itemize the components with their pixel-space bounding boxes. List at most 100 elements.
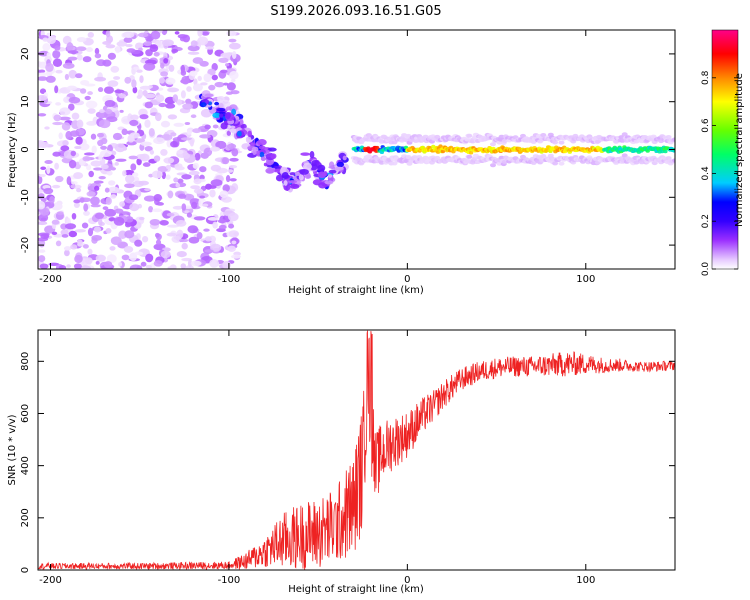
spectrogram-cell: [124, 169, 135, 176]
spectrogram-cell: [177, 34, 188, 39]
spectrogram-cell: [239, 118, 244, 125]
spectrogram-cell: [193, 188, 204, 194]
spectrogram-cell: [93, 167, 103, 171]
spectrogram-xtick-label: 100: [576, 274, 595, 285]
spectrogram-xtick-label: 0: [404, 274, 410, 285]
spectrogram-ytick-label: -20: [20, 237, 31, 253]
snr-series-line: [38, 330, 675, 570]
spectrogram-cell: [181, 242, 188, 250]
spectrogram-cell: [134, 251, 144, 256]
spectrogram-cell: [79, 197, 85, 203]
spectrogram-cell: [102, 41, 112, 45]
spectrogram-cell: [137, 32, 149, 38]
spectrogram-cell: [105, 30, 111, 38]
spectrogram-cell: [145, 49, 153, 57]
spectrogram-cell: [159, 220, 169, 226]
spectrogram-cell: [219, 113, 224, 118]
spectrogram-cell: [227, 245, 236, 252]
spectrogram-cell: [81, 222, 89, 229]
spectrogram-cell: [199, 174, 205, 181]
spectrogram-xtick-label: -100: [218, 274, 241, 285]
spectrogram-cell: [192, 57, 204, 64]
spectrogram-cell: [68, 96, 81, 104]
spectrogram-cell: [170, 132, 177, 137]
colorbar-ticks: 0.0 0.2 0.4 0.6 0.8: [701, 70, 738, 276]
spectrogram-cell: [39, 88, 47, 94]
spectrogram-cell: [71, 212, 77, 220]
spectrogram-cell: [87, 32, 95, 38]
spectrogram-cell: [166, 212, 175, 217]
spectrogram-cell: [289, 172, 296, 176]
spectrogram-cell: [177, 193, 187, 199]
spectrogram-cell: [422, 155, 429, 160]
colorbar-tick-label: 0.2: [701, 214, 711, 228]
spectrogram-cell: [218, 57, 229, 63]
spectrogram-cell: [220, 69, 228, 74]
spectrogram-cell: [123, 37, 133, 43]
spectrogram-cell: [55, 175, 64, 183]
spectrogram-cell: [174, 31, 180, 35]
spectrogram-cell: [228, 164, 238, 169]
spectrogram-cell: [193, 78, 198, 86]
spectrogram-cell: [76, 54, 83, 61]
spectrogram-cell: [45, 75, 56, 83]
spectrogram-cell: [633, 160, 640, 165]
snr-ytick-label: 200: [20, 508, 31, 527]
spectrogram-cell: [38, 140, 46, 148]
spectrogram-cell: [378, 139, 385, 144]
spectrogram-cell: [58, 264, 67, 269]
spectrogram-cell: [205, 46, 215, 50]
spectrogram-cell: [158, 102, 167, 108]
spectrogram-cell: [159, 77, 165, 84]
spectrogram-cell: [490, 163, 496, 168]
spectrogram-cell: [665, 135, 672, 139]
spectrogram-cell: [391, 140, 398, 145]
spectrogram-cell: [84, 95, 91, 101]
spectrogram-cell: [552, 140, 559, 145]
spectrogram-cell: [191, 201, 198, 209]
spectrogram-cell: [167, 266, 174, 269]
spectrogram-cell: [76, 119, 84, 129]
spectrogram-cell: [83, 210, 90, 216]
spectrogram-cell: [125, 43, 133, 48]
spectrogram-cell: [114, 143, 126, 153]
spectrogram-cell: [87, 248, 93, 255]
spectrogram-cell: [44, 159, 53, 165]
spectrogram-cell: [107, 80, 119, 87]
spectrogram-cell: [93, 226, 102, 233]
spectrogram-cell: [466, 154, 473, 159]
spectrogram-cell: [46, 35, 57, 45]
spectrogram-cell: [197, 30, 203, 37]
spectrogram-cell: [91, 234, 103, 241]
spectrogram-cell: [114, 162, 119, 166]
spectrogram-ytick-label: 0: [20, 146, 31, 152]
spectrogram-cell: [76, 187, 82, 193]
spectrogram-cell: [115, 158, 127, 162]
spectrogram-cell: [105, 44, 116, 49]
spectrogram-cell: [194, 152, 201, 161]
spectrogram-cell: [98, 176, 106, 180]
spectrogram-cell: [87, 108, 96, 114]
spectrogram-cell: [204, 236, 212, 242]
spectrogram-cell: [378, 160, 385, 165]
spectrogram-cell: [260, 156, 266, 162]
spectrogram-cell: [190, 114, 197, 119]
figure-title: S199.2026.093.16.51.G05: [270, 4, 441, 19]
spectrogram-cell: [134, 239, 143, 247]
spectrogram-cell: [160, 62, 165, 69]
snr-xlabel: Height of straight line (km): [288, 584, 424, 595]
spectrogram-cell: [105, 228, 112, 234]
spectrogram-cell: [167, 114, 178, 120]
spectrogram-cell: [51, 231, 58, 236]
spectrogram-cell: [52, 184, 61, 189]
spectrogram-cell: [173, 122, 185, 127]
spectrogram-cell: [155, 239, 162, 246]
spectrogram-cell: [88, 170, 94, 178]
spectrogram-cell: [187, 259, 193, 268]
spectrogram-cell: [318, 182, 328, 189]
spectrogram-cell: [75, 46, 87, 52]
spectrogram-cell: [54, 85, 59, 94]
spectrogram-cell: [212, 112, 221, 119]
spectrogram-cell: [144, 145, 153, 152]
spectrogram-cell: [61, 234, 69, 238]
